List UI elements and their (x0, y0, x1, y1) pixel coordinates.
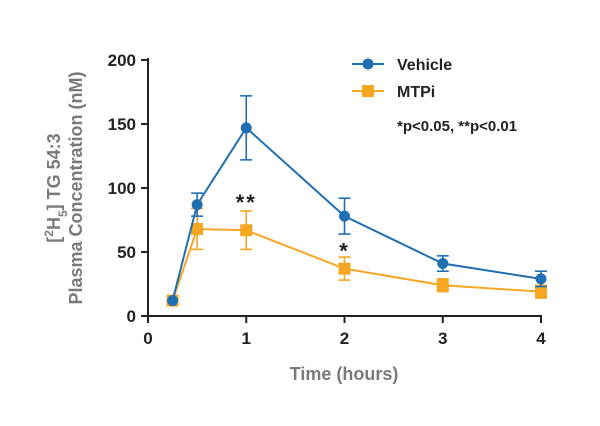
data-point (535, 285, 547, 298)
significance-note: *p<0.05, **p<0.01 (397, 118, 517, 135)
y-tick-label: 100 (108, 179, 136, 198)
x-tick-label: 1 (242, 329, 251, 348)
significance-marker: ** (236, 190, 257, 215)
x-tick-label: 4 (536, 329, 546, 348)
x-tick-label: 3 (438, 329, 447, 348)
series-vehicle (167, 95, 547, 307)
significance-marker: * (339, 239, 350, 264)
legend-marker (362, 58, 374, 70)
series-line (171, 126, 542, 301)
y-tick-label: 0 (127, 307, 136, 326)
axes: 0 50 100 150 200 0 1 2 3 4 (108, 51, 547, 348)
legend-label: Vehicle (397, 57, 452, 74)
y-tick-label: 150 (108, 115, 136, 134)
legend-item-vehicle: Vehicle (352, 57, 452, 74)
data-point (437, 258, 449, 270)
y-title-subscript: 5 (56, 210, 70, 217)
data-point (436, 279, 449, 292)
legend: Vehicle MTPi (352, 57, 452, 101)
data-point (191, 199, 203, 211)
x-tick-label: 2 (340, 329, 349, 348)
x-axis-title: Time (hours) (290, 364, 399, 384)
data-point (191, 222, 204, 235)
legend-marker (362, 85, 374, 97)
series-mtpi (166, 207, 547, 307)
data-point (535, 273, 547, 285)
series-layer: *** (166, 95, 547, 307)
y-tick-label: 50 (117, 243, 136, 262)
y-axis-title-line2: Plasma Concentration (nM) (66, 71, 86, 304)
data-point (240, 224, 253, 237)
data-point (167, 295, 179, 307)
data-point (338, 262, 351, 275)
y-title-superscript: 2 (42, 230, 56, 237)
y-tick-label: 200 (108, 51, 136, 70)
series-line (171, 227, 542, 301)
x-tick-label: 0 (143, 329, 152, 348)
y-title-rest: ] TG 54:3 (44, 133, 64, 210)
legend-label: MTPi (397, 84, 435, 101)
data-point (240, 122, 252, 134)
y-title-element: H (44, 217, 64, 230)
legend-item-mtpi: MTPi (352, 84, 435, 101)
data-point (339, 210, 350, 222)
